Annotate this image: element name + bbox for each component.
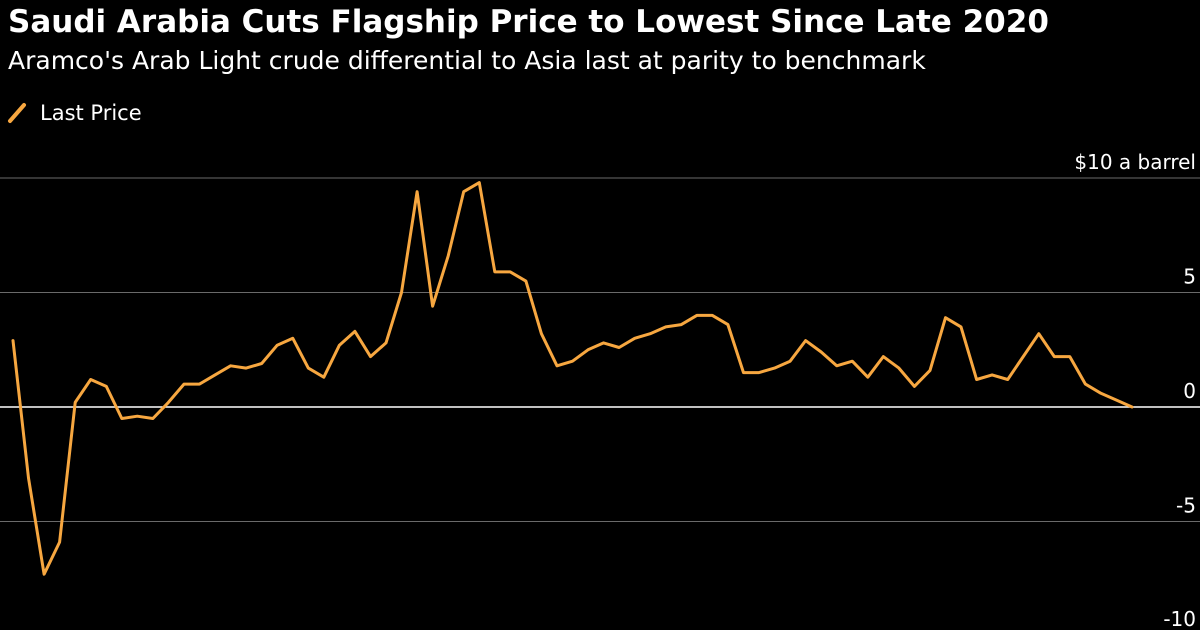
chart-subtitle: Aramco's Arab Light crude differential t… bbox=[8, 46, 926, 75]
y-tick-label: -5 bbox=[1176, 494, 1196, 518]
y-tick-label: 0 bbox=[1183, 379, 1196, 403]
legend: Last Price bbox=[6, 98, 142, 128]
legend-label: Last Price bbox=[40, 101, 142, 125]
series-line-last-price bbox=[11, 181, 1134, 576]
y-tick-label: $10 a barrel bbox=[1074, 150, 1196, 174]
chart-title: Saudi Arabia Cuts Flagship Price to Lowe… bbox=[8, 4, 1049, 40]
y-tick-label: -10 bbox=[1163, 607, 1196, 630]
y-tick-label: 5 bbox=[1183, 265, 1196, 289]
legend-swatch-icon bbox=[8, 103, 26, 123]
